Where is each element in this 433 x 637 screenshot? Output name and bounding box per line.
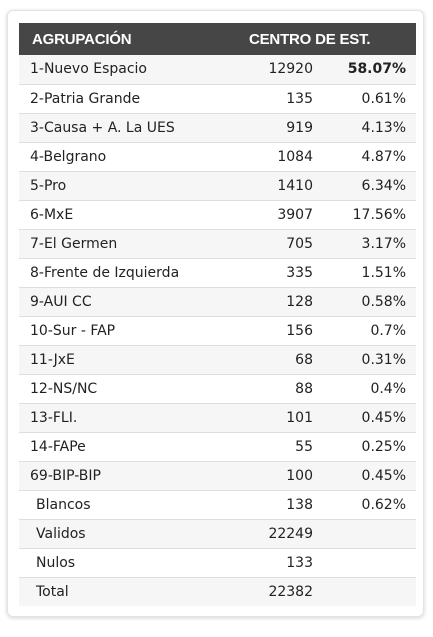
table-row: 6-MxE 3907 17.56% bbox=[19, 200, 417, 229]
row-votes: 705 bbox=[286, 235, 313, 252]
row-percentage bbox=[321, 548, 416, 577]
row-votes: 919 bbox=[286, 119, 313, 136]
row-votes: 101 bbox=[286, 409, 313, 426]
row-votes: 22382 bbox=[268, 583, 313, 600]
row-votes: 55 bbox=[295, 438, 313, 455]
table-row: Validos 22249 bbox=[19, 519, 417, 548]
row-votes: 22249 bbox=[268, 525, 313, 542]
row-percentage: 4.87% bbox=[361, 148, 407, 165]
row-votes: 138 bbox=[286, 496, 313, 513]
row-name: 2-Patria Grande bbox=[30, 90, 141, 107]
row-name: 1-Nuevo Espacio bbox=[30, 61, 147, 78]
row-votes: 128 bbox=[286, 293, 313, 310]
results-table: AGRUPACIÓN CENTRO DE EST. 1-Nuevo Espaci… bbox=[19, 23, 417, 606]
row-name: Nulos bbox=[36, 554, 76, 571]
row-name: 7-El Germen bbox=[30, 235, 118, 252]
row-percentage bbox=[321, 577, 416, 606]
row-votes: 335 bbox=[286, 264, 313, 281]
row-name: 13-FLI. bbox=[30, 409, 78, 426]
table-row: 2-Patria Grande 135 0.61% bbox=[19, 84, 417, 113]
row-percentage: 6.34% bbox=[361, 177, 407, 194]
row-name: 4-Belgrano bbox=[30, 148, 107, 165]
row-name: Validos bbox=[36, 525, 86, 542]
row-name: 14-FAPe bbox=[30, 438, 86, 455]
row-votes: 100 bbox=[286, 467, 313, 484]
table-body: 1-Nuevo Espacio 12920 58.07% 2-Patria Grand… bbox=[19, 55, 417, 606]
table-row: 12-NS/NC 88 0.4% bbox=[19, 374, 417, 403]
row-votes: 1084 bbox=[277, 148, 313, 165]
row-name: 8-Frente de Izquierda bbox=[30, 264, 180, 281]
row-percentage: 0.25% bbox=[361, 438, 407, 455]
row-votes: 3907 bbox=[277, 206, 313, 223]
row-percentage: 0.58% bbox=[361, 293, 407, 310]
table-row: 5-Pro 1410 6.34% bbox=[19, 171, 417, 200]
header-agrupacion: AGRUPACIÓN bbox=[32, 30, 132, 48]
row-percentage bbox=[321, 519, 416, 548]
row-name: 12-NS/NC bbox=[30, 380, 98, 397]
table-row: Blancos 138 0.62% bbox=[19, 490, 417, 519]
table-row: 7-El Germen 705 3.17% bbox=[19, 229, 417, 258]
row-percentage: 4.13% bbox=[361, 119, 407, 136]
row-percentage: 1.51% bbox=[361, 264, 407, 281]
row-percentage: 0.62% bbox=[361, 496, 407, 513]
row-votes: 1410 bbox=[277, 177, 313, 194]
table-row: 13-FLI. 101 0.45% bbox=[19, 403, 417, 432]
row-votes: 135 bbox=[286, 90, 313, 107]
row-name: 69-BIP-BIP bbox=[30, 467, 101, 484]
table-row: 4-Belgrano 1084 4.87% bbox=[19, 142, 417, 171]
row-percentage: 0.45% bbox=[361, 467, 407, 484]
row-name: 10-Sur - FAP bbox=[30, 322, 116, 339]
row-percentage: 0.45% bbox=[361, 409, 407, 426]
table-row: 11-JxE 68 0.31% bbox=[19, 345, 417, 374]
table-row: 9-AUI CC 128 0.58% bbox=[19, 287, 417, 316]
row-name: Total bbox=[36, 583, 69, 600]
row-percentage: 0.4% bbox=[370, 380, 407, 397]
table-row: 10-Sur - FAP 156 0.7% bbox=[19, 316, 417, 345]
row-percentage: 17.56% bbox=[352, 206, 407, 223]
row-name: 5-Pro bbox=[30, 177, 67, 194]
results-card: AGRUPACIÓN CENTRO DE EST. 1-Nuevo Espaci… bbox=[7, 10, 424, 617]
table-row: 14-FAPe 55 0.25% bbox=[19, 432, 417, 461]
table-row: Total 22382 bbox=[19, 577, 417, 606]
row-votes: 68 bbox=[295, 351, 313, 368]
row-percentage: 0.7% bbox=[370, 322, 407, 339]
row-percentage: 3.17% bbox=[361, 235, 407, 252]
row-percentage: 0.61% bbox=[361, 90, 407, 107]
row-votes: 88 bbox=[295, 380, 313, 397]
row-votes: 12920 bbox=[268, 61, 313, 78]
table-row: Nulos 133 bbox=[19, 548, 417, 577]
row-percentage: 58.07% bbox=[347, 61, 407, 78]
table-row: 69-BIP-BIP 100 0.45% bbox=[19, 461, 417, 490]
row-name: 9-AUI CC bbox=[30, 293, 92, 310]
row-name: 11-JxE bbox=[30, 351, 75, 368]
header-centro-de-est: CENTRO DE EST. bbox=[249, 30, 371, 48]
row-name: Blancos bbox=[36, 496, 91, 513]
table-row: 8-Frente de Izquierda 335 1.51% bbox=[19, 258, 417, 287]
row-percentage: 0.31% bbox=[361, 351, 407, 368]
header-row: AGRUPACIÓN CENTRO DE EST. bbox=[19, 23, 417, 55]
row-name: 6-MxE bbox=[30, 206, 74, 223]
table-row: 1-Nuevo Espacio 12920 58.07% bbox=[19, 55, 417, 84]
row-votes: 133 bbox=[286, 554, 313, 571]
table-row: 3-Causa + A. La UES 919 4.13% bbox=[19, 113, 417, 142]
row-votes: 156 bbox=[286, 322, 313, 339]
row-name: 3-Causa + A. La UES bbox=[30, 119, 175, 136]
table-header: AGRUPACIÓN CENTRO DE EST. bbox=[19, 23, 417, 55]
